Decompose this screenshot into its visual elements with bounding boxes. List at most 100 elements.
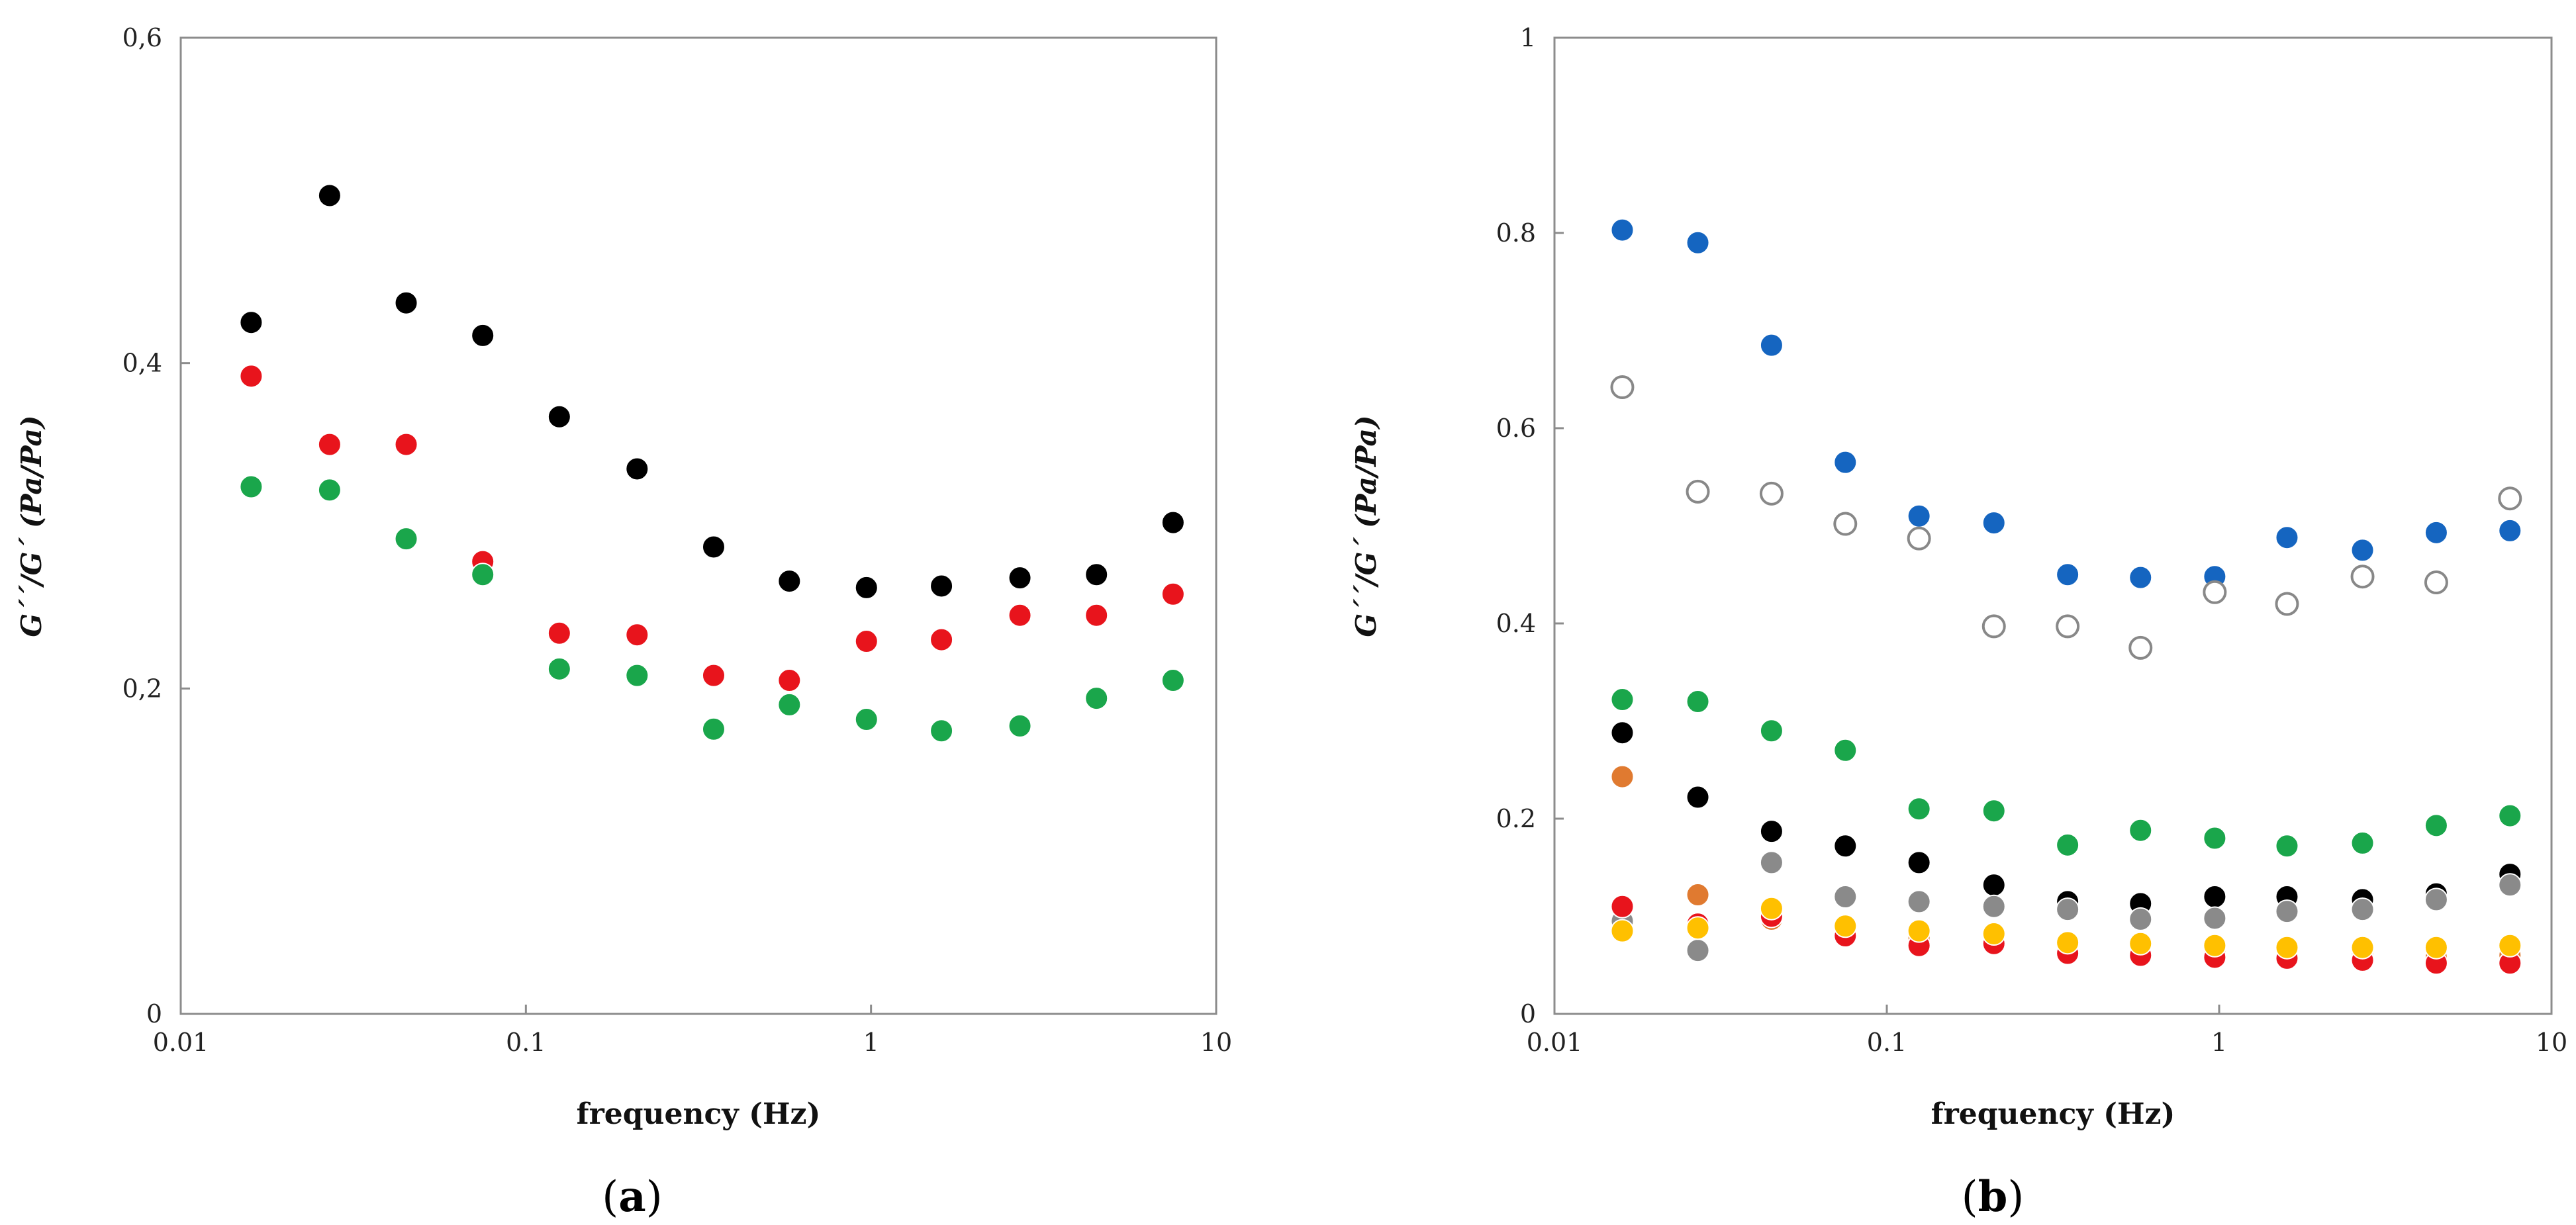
panel-b-series-open: [1610, 375, 2522, 660]
panel-a-point-red: [1084, 603, 1109, 627]
panel-b-point-open: [1907, 526, 1931, 551]
panel-a-series-black: [239, 183, 1185, 600]
panel-a-x-tick-label: 0.1: [506, 1028, 546, 1057]
panel-b-y-tick-label: 0.4: [1496, 609, 1536, 638]
panel-b-point-green: [1610, 688, 1635, 712]
panel-b-label: (b): [1962, 1172, 2025, 1222]
panel-b-point-green: [1759, 719, 1784, 743]
panel-b-point-black: [1686, 785, 1710, 809]
panel-b-point-yellow: [1686, 916, 1710, 940]
panel-b-point-black: [1907, 850, 1931, 875]
panel-b-point-green: [2424, 813, 2448, 838]
panel-b-point-grey: [1686, 938, 1710, 963]
panel-b-y-tick-label: 0.6: [1496, 414, 1536, 443]
panel-a-point-black: [777, 569, 802, 594]
panel-a-point-black: [1161, 510, 1185, 535]
panel-a-point-black: [854, 575, 879, 600]
panel-a-y-ticks: 0 0,2 0,4 0,6: [122, 23, 190, 1028]
panel-a-point-red: [394, 432, 418, 457]
panel-b-point-grey: [1981, 894, 2006, 919]
panel-b-point-green: [2275, 834, 2299, 858]
panel-a-point-black: [547, 404, 571, 429]
panel-b-point-yellow: [1907, 919, 1931, 943]
panel-b-point-grey: [2128, 907, 2153, 931]
panel-a-point-black: [471, 323, 495, 347]
panel-a-point-red: [701, 663, 726, 688]
panel-b-point-black: [1610, 721, 1635, 745]
panel-a-point-black: [394, 291, 418, 315]
panel-b-series-black: [1610, 721, 2522, 916]
panel-b-point-open: [2424, 570, 2448, 595]
panel-b-point-orange: [1686, 883, 1710, 907]
panel-b-point-blue: [2275, 525, 2299, 550]
panel-a-point-red: [854, 629, 879, 654]
panel-a-point-green: [547, 657, 571, 681]
panel-b-point-yellow: [1981, 922, 2006, 946]
panel-a-y-tick-label: 0,6: [122, 23, 162, 52]
panel-a-point-red: [547, 621, 571, 645]
panel-b-point-open: [1833, 512, 1858, 536]
panel-b-point-black: [1981, 873, 2006, 897]
panel-a-point-red: [317, 432, 342, 457]
panel-b-plot-frame: [1553, 36, 2553, 1015]
panel-b: 0.01 0.1 1 10 0 0.2 0.4 0.6 0.8 1 frequency (Hz)…: [1350, 23, 2567, 1222]
panel-a-x-tick-label: 10: [1200, 1028, 1232, 1057]
panel-b-series-green: [1610, 688, 2522, 858]
panel-a-point-red: [625, 623, 649, 647]
panel-a-x-ticks: 0.01 0.1 1 10: [153, 1005, 1232, 1057]
panel-b-point-blue: [2498, 518, 2522, 543]
panel-a-point-black: [625, 457, 649, 481]
panel-b-x-tick-label: 10: [2536, 1028, 2567, 1057]
panel-b-x-tick-label: 0.1: [1867, 1028, 1907, 1057]
panel-b-point-black: [1759, 819, 1784, 844]
panel-a-point-green: [1161, 668, 1185, 693]
panel-b-point-open: [2275, 592, 2299, 616]
panel-b-series-blue: [1610, 218, 2522, 590]
panel-b-point-yellow: [2128, 931, 2153, 956]
panel-a-point-black: [1084, 563, 1109, 587]
panel-b-point-open: [2128, 635, 2153, 660]
panel-b-point-green: [2203, 826, 2227, 850]
panel-b-point-blue: [1981, 511, 2006, 535]
panel-b-series-yellow: [1610, 896, 2522, 960]
panel-b-point-yellow: [2275, 935, 2299, 960]
panel-b-point-green: [2128, 818, 2153, 842]
panel-a-series-red: [239, 364, 1185, 693]
panel-a-point-black: [1008, 566, 1032, 590]
panel-b-point-open: [1686, 479, 1710, 504]
panel-b-point-yellow: [2350, 935, 2375, 960]
panel-a: 0.01 0.1 1 10 0 0,2 0,4 0,6 frequency (Hz) G´´…: [15, 23, 1232, 1222]
panel-b-markers: [1610, 218, 2522, 975]
panel-b-point-green: [1907, 797, 1931, 821]
panel-a-point-black: [930, 574, 954, 598]
panel-a-point-red: [930, 627, 954, 652]
panel-b-point-blue: [1907, 504, 1931, 528]
panel-a-y-tick-label: 0,4: [122, 349, 162, 378]
panel-a-point-green: [930, 719, 954, 743]
panel-b-point-green: [2350, 831, 2375, 855]
panel-b-y-axis-title: G´´/G´ (Pa/Pa): [1350, 415, 1382, 637]
panel-a-point-red: [1008, 603, 1032, 627]
panel-a-x-tick-label: 0.01: [153, 1028, 209, 1057]
panel-b-x-axis-title: frequency (Hz): [1931, 1097, 2175, 1131]
panel-a-point-black: [317, 183, 342, 208]
panel-a-point-green: [854, 707, 879, 732]
panel-b-x-tick-label: 1: [2211, 1028, 2227, 1057]
panel-b-point-grey: [1907, 889, 1931, 914]
panel-b-y-ticks: 0 0.2 0.4 0.6 0.8 1: [1496, 23, 1564, 1028]
panel-b-point-grey: [2203, 906, 2227, 930]
panel-b-point-open: [2498, 486, 2522, 511]
panel-b-point-orange: [1610, 764, 1635, 789]
panel-b-y-tick-label: 1: [1520, 23, 1536, 52]
panel-a-point-green: [1008, 713, 1032, 738]
panel-b-point-yellow: [2498, 933, 2522, 958]
panel-b-point-yellow: [2424, 935, 2448, 960]
panel-b-point-green: [2056, 833, 2080, 857]
panel-a-label: (a): [602, 1172, 662, 1222]
panel-b-point-grey: [2275, 899, 2299, 924]
panel-b-point-blue: [1610, 218, 1635, 242]
panel-b-y-tick-label: 0.2: [1496, 804, 1536, 833]
panel-b-point-blue: [2424, 520, 2448, 545]
panel-b-point-grey: [2498, 873, 2522, 897]
